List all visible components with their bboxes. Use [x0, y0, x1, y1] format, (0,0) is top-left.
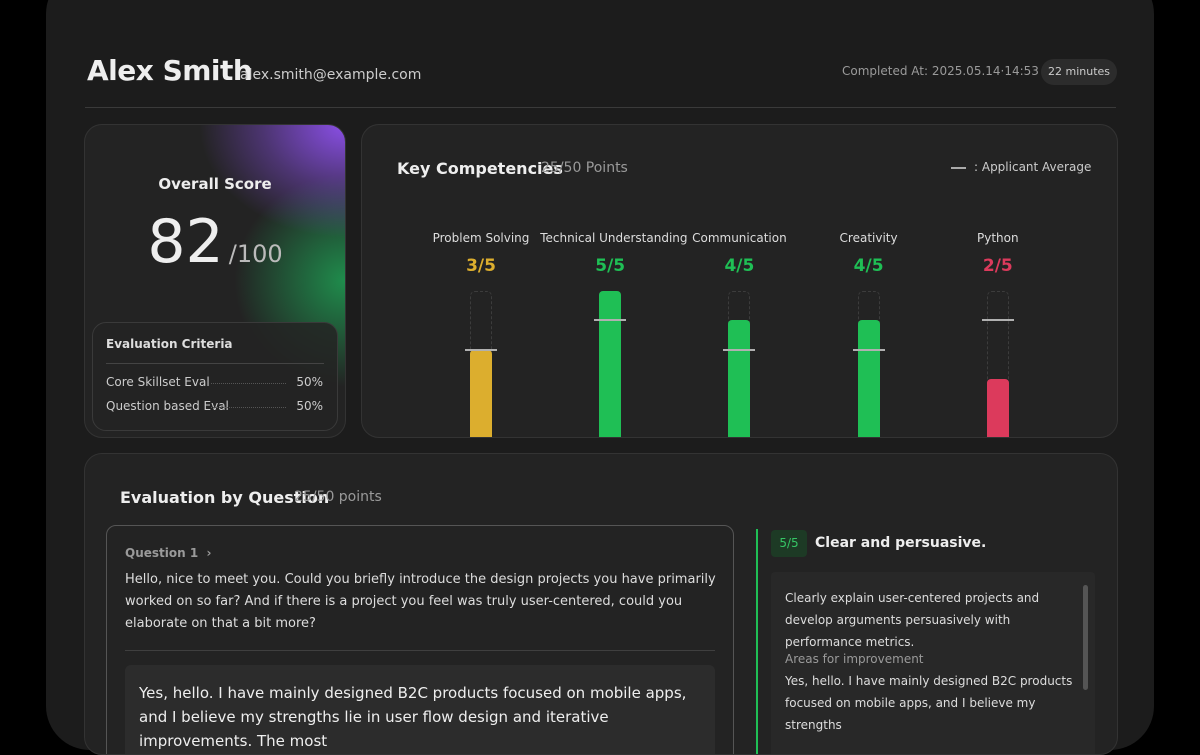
competency-bar — [857, 320, 880, 437]
competencies-card: Key Competencies 25/50 Points : Applican… — [361, 124, 1118, 438]
answer-box: Yes, hello. I have mainly designed B2C p… — [125, 665, 715, 754]
verdict: Clear and persuasive. — [815, 535, 987, 551]
feedback-box: Clearly explain user-centered projects a… — [771, 572, 1095, 754]
duration-pill: 22 minutes — [1041, 59, 1117, 85]
competency-score: 3/5 — [466, 256, 496, 276]
competency-name: Technical Understanding — [540, 231, 688, 245]
legend-swatch — [951, 167, 966, 169]
average-line — [465, 348, 497, 351]
criteria-leader — [211, 407, 286, 408]
competencies-points: 25/50 Points — [541, 160, 628, 176]
candidate-email: alex.smith@example.com — [240, 67, 422, 83]
average-line — [723, 348, 756, 351]
scrollbar[interactable] — [1083, 585, 1088, 690]
improvement-text: Yes, hello. I have mainly designed B2C p… — [785, 674, 1073, 732]
criteria-title: Evaluation Criteria — [106, 337, 233, 351]
answer-text: Yes, hello. I have mainly designed B2C p… — [139, 684, 687, 750]
criteria-value: 50% — [296, 375, 323, 389]
score-badge: 5/5 — [771, 530, 807, 557]
criteria-leader — [211, 383, 286, 384]
competency-name: Problem Solving — [432, 231, 530, 245]
legend-label: : Applicant Average — [974, 160, 1092, 174]
competency-score: 4/5 — [724, 256, 755, 276]
competency-score: 4/5 — [853, 256, 884, 276]
criteria-label: Core Skillset Eval — [106, 375, 210, 389]
criteria-divider — [106, 363, 324, 364]
page: Alex Smith alex.smith@example.com Comple… — [46, 0, 1154, 755]
questions-points: 25/50 points — [294, 489, 382, 505]
question-divider — [125, 650, 715, 651]
question-text: Hello, nice to meet you. Could you brief… — [125, 572, 716, 631]
questions-title: Evaluation by Question — [120, 488, 330, 507]
score-value: 82 — [147, 207, 224, 277]
feedback-accent — [756, 529, 758, 754]
divider — [85, 107, 1116, 108]
question-label-text: Question 1 — [125, 546, 199, 560]
completed-at: Completed At: 2025.05.14·14:53 — [842, 64, 1039, 78]
average-line — [594, 319, 627, 322]
improvement-title: Areas for improvement — [785, 652, 924, 666]
competency-bar — [986, 379, 1009, 437]
criteria-label: Question based Eval — [106, 399, 229, 413]
questions-card: Evaluation by Question 25/50 points Ques… — [84, 453, 1118, 755]
average-line — [981, 319, 1014, 322]
question-label[interactable]: Question 1 › — [125, 546, 212, 560]
overall-title: Overall Score — [158, 175, 272, 193]
competency-bar — [470, 349, 492, 437]
competency-bar — [728, 320, 751, 437]
criteria-box: Evaluation Criteria Core Skillset Eval 50… — [92, 322, 338, 431]
score-max: /100 — [228, 240, 283, 268]
feedback-text: Clearly explain user-centered projects a… — [785, 591, 1040, 649]
competencies-title: Key Competencies — [397, 159, 563, 178]
competency-bar — [599, 291, 622, 437]
competency-name: Communication — [692, 231, 787, 245]
overall-card: Overall Score 82 /100 Evaluation Criteri… — [84, 124, 346, 438]
bar-track — [986, 291, 1009, 437]
competency-name: Creativity — [839, 231, 898, 245]
average-line — [852, 348, 885, 351]
criteria-value: 50% — [296, 399, 323, 413]
question-box: Question 1 › Hello, nice to meet you. Co… — [106, 525, 734, 754]
competency-score: 2/5 — [982, 256, 1013, 276]
competency-score: 5/5 — [595, 256, 626, 276]
candidate-name: Alex Smith — [87, 54, 253, 87]
competency-name: Python — [976, 231, 1019, 245]
overall-score: 82 /100 — [85, 207, 345, 277]
